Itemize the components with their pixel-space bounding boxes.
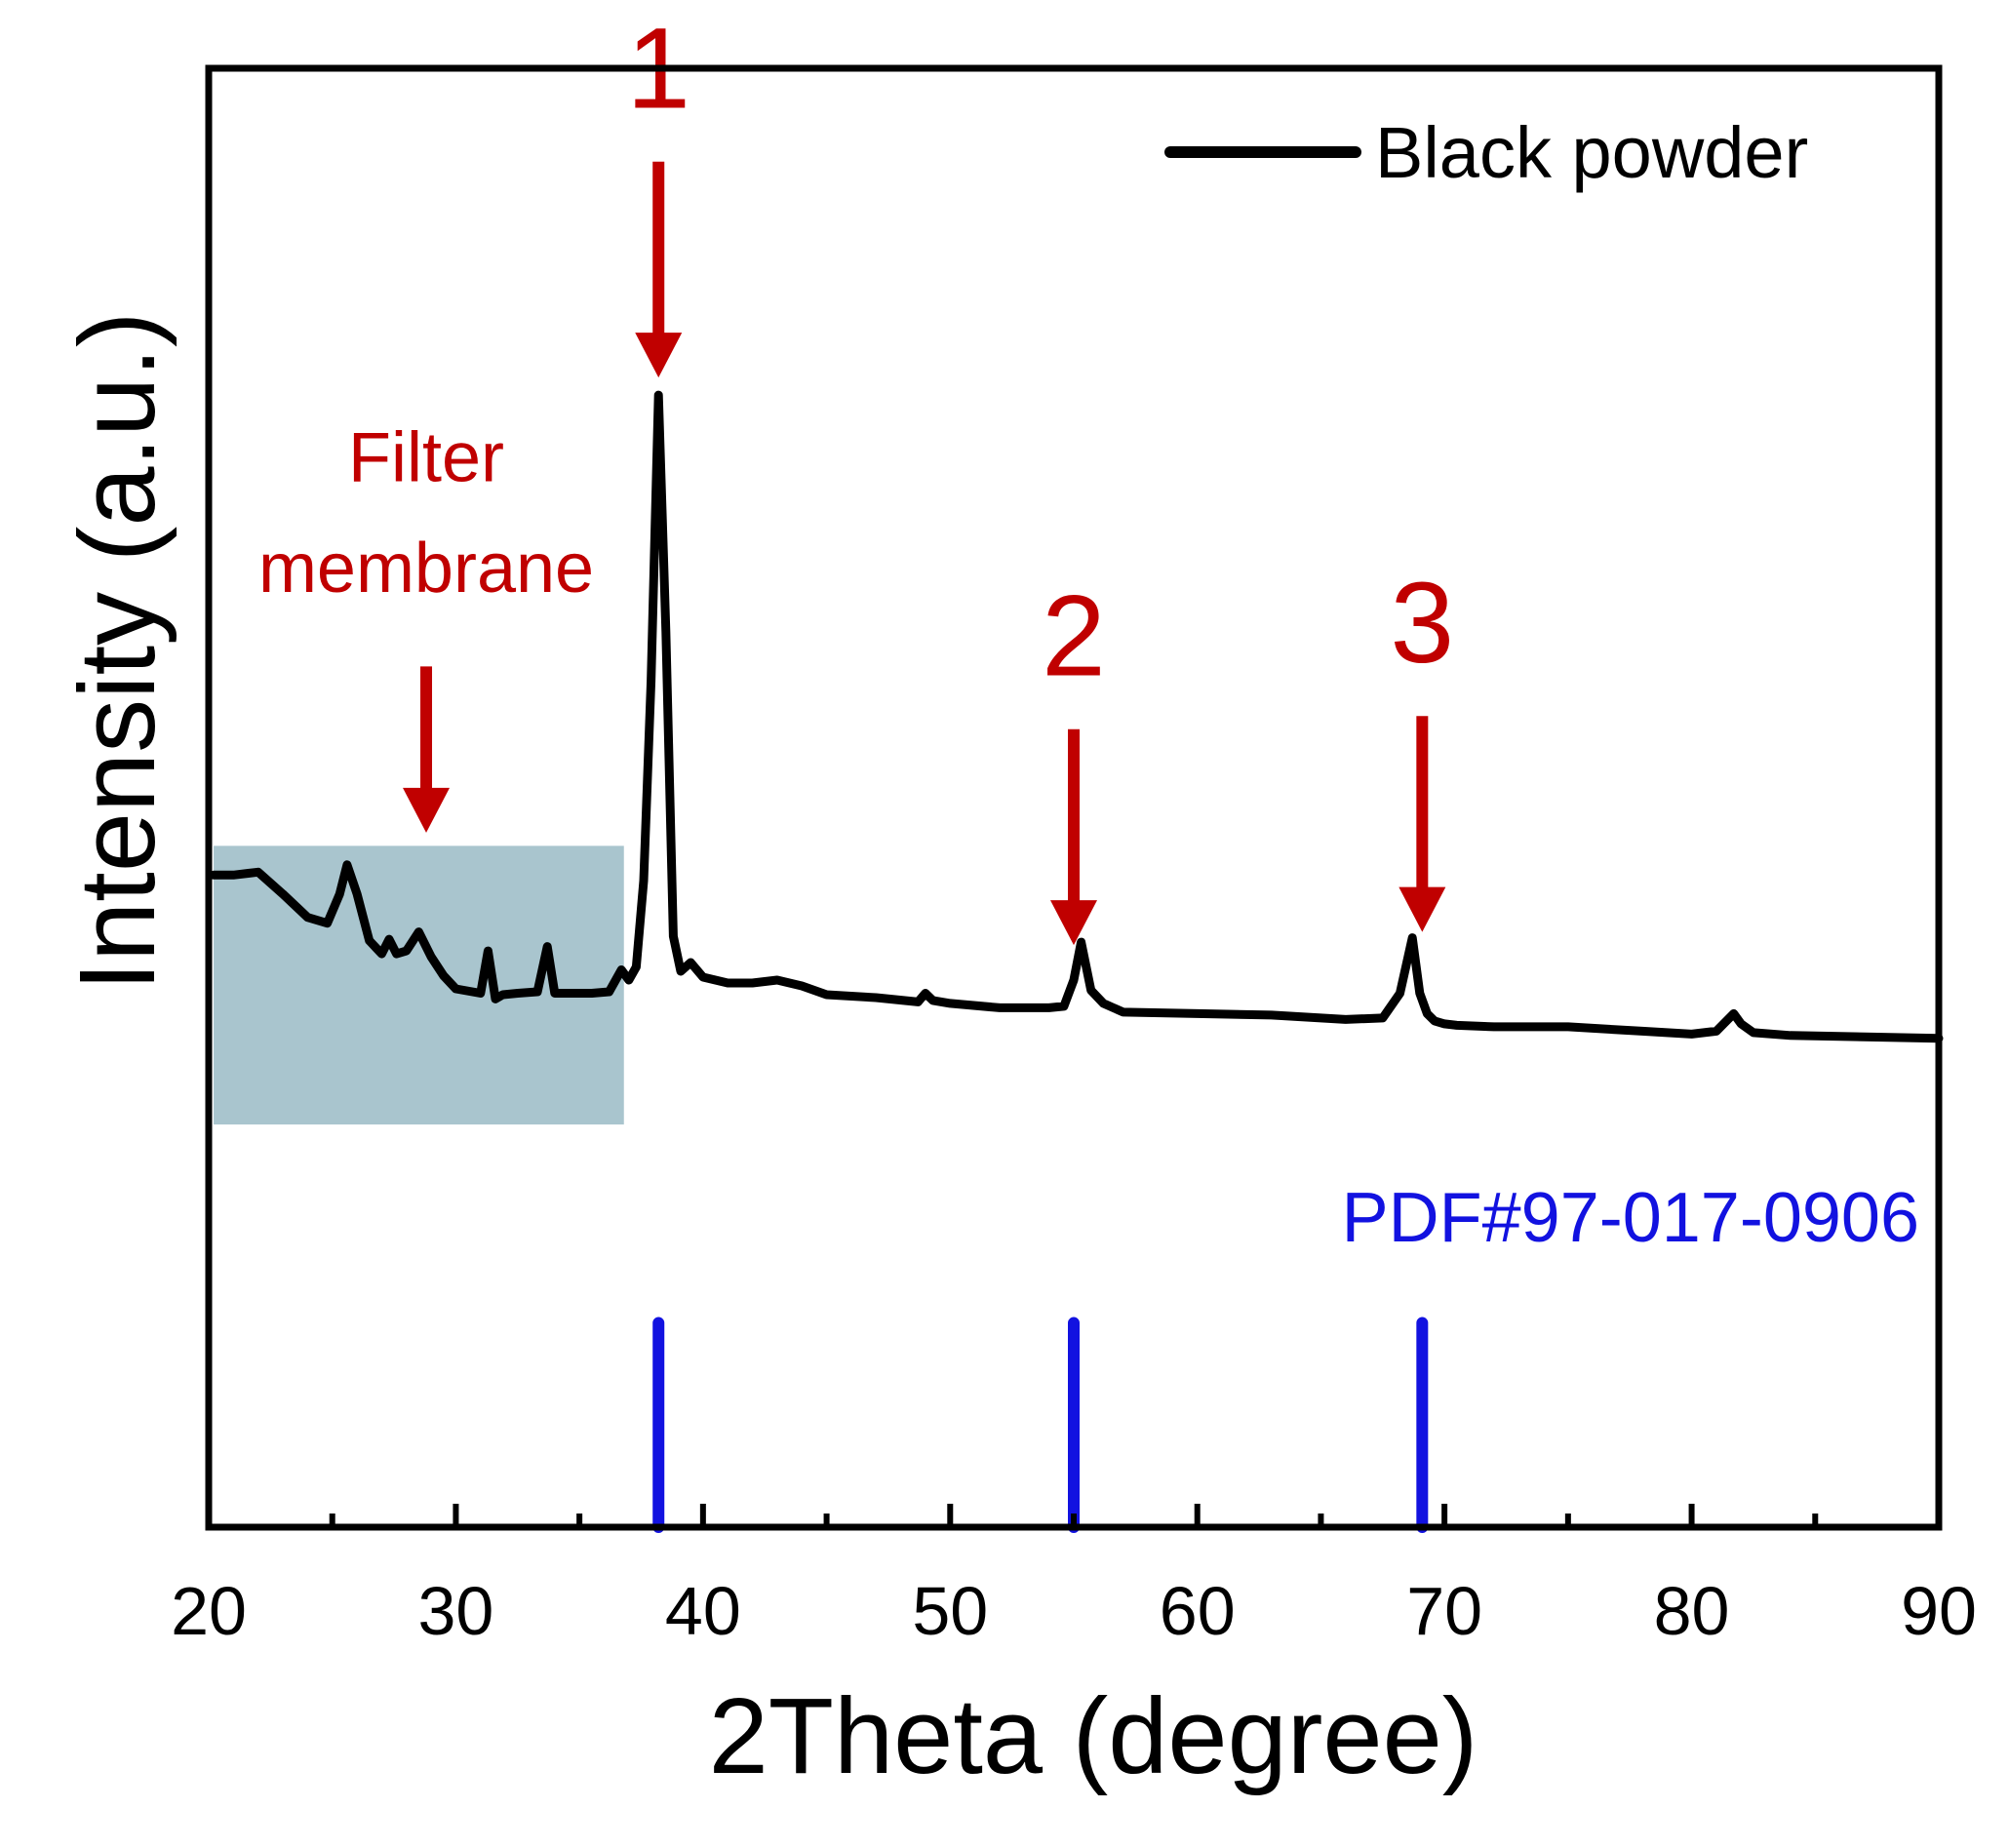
- series-line-black-powder: [209, 390, 1944, 1043]
- peak-3-label: 3: [1391, 559, 1455, 688]
- reference-lines: [652, 1317, 1429, 1533]
- peak-1-arrow-head: [635, 333, 683, 378]
- x-tick-label: 60: [1160, 1573, 1236, 1649]
- x-tick-labels: 20 30 40 50 60 70 80 90: [171, 1573, 1977, 1649]
- filter-membrane-label-line: membrane: [258, 530, 594, 608]
- x-tick-label: 80: [1654, 1573, 1730, 1649]
- x-tick-label: 40: [665, 1573, 741, 1649]
- x-tick-label: 90: [1901, 1573, 1977, 1649]
- x-axis-title: 2Theta (degree): [709, 1676, 1478, 1796]
- reference-pattern-label: PDF#97-017-0906: [1342, 1179, 1919, 1257]
- peak-2-arrow-head: [1050, 900, 1097, 946]
- x-tick-label: 70: [1406, 1573, 1482, 1649]
- filter-membrane-label-line: Filter: [348, 418, 504, 496]
- peak-3-arrow-head: [1398, 886, 1446, 932]
- legend-label-black-powder: Black powder: [1375, 112, 1808, 193]
- x-tick-label: 50: [912, 1573, 988, 1649]
- x-tick-label: 20: [171, 1573, 247, 1649]
- x-tick-label: 30: [417, 1573, 493, 1649]
- peak-2-label: 2: [1042, 571, 1106, 700]
- filter-membrane-arrow-head: [403, 787, 451, 833]
- x-ticks: [329, 1504, 1819, 1527]
- legend: Black powder: [1164, 112, 1808, 193]
- axes: 20 30 40 50 60 70 80 90: [171, 64, 1977, 1649]
- y-axis-title: Intensity (a.u.): [58, 312, 177, 992]
